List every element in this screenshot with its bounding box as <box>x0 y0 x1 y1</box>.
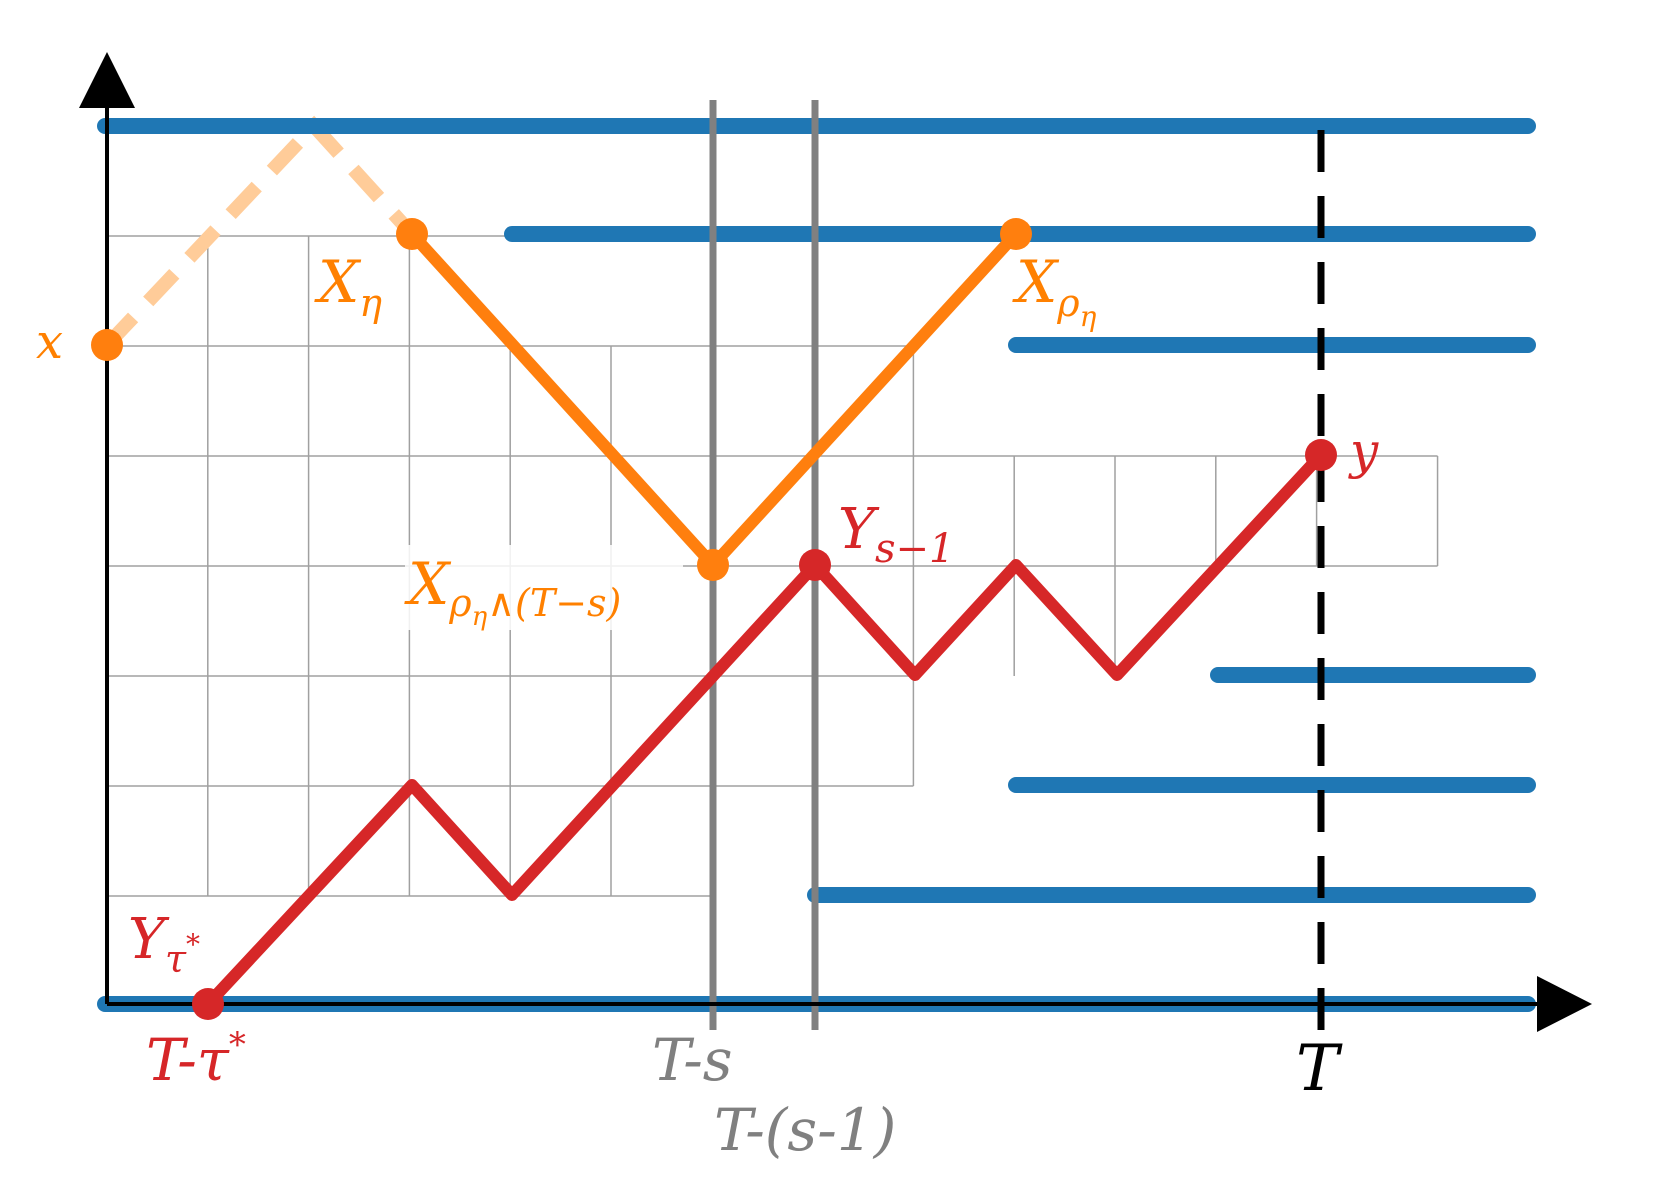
point-y <box>1305 439 1337 471</box>
point-Y-tau-star <box>192 988 224 1020</box>
tick-label-T: T <box>1296 1032 1343 1106</box>
label-X-eta: Xη <box>314 248 382 325</box>
point-Y-s-minus-1 <box>799 549 831 581</box>
point-X-rho-eta-min <box>697 549 729 581</box>
red-path <box>203 450 1326 1009</box>
label-Y-tau-star: Yτ* <box>128 907 200 981</box>
tick-label-T-tau-star: T-τ* <box>146 1025 246 1094</box>
label-X-rho-eta: Xρη <box>1012 248 1097 333</box>
tick-label-T-s: T-s <box>652 1026 733 1094</box>
label-Y-s-minus-1: Ys−1 <box>838 497 954 572</box>
label-X-rho-eta-min-backdrop <box>405 545 683 630</box>
tick-label-T-s-minus-1: T-(s-1) <box>714 1096 896 1164</box>
point-X-eta <box>396 218 428 250</box>
lattice-grid <box>107 235 1439 897</box>
point-X-rho-eta <box>1000 218 1032 250</box>
point-x <box>91 329 123 361</box>
label-y: y <box>1348 422 1379 480</box>
x-axis-arrow-icon <box>1537 976 1592 1032</box>
y-axis-arrow-icon <box>79 52 135 108</box>
label-x: x <box>36 314 63 370</box>
label-X-rho-eta-min: Xρη∧(T−s) <box>404 550 621 632</box>
